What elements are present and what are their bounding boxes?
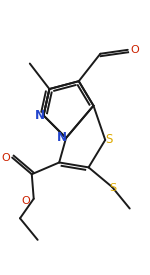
Text: S: S xyxy=(110,183,117,193)
Text: N: N xyxy=(57,131,67,144)
Text: O: O xyxy=(1,153,10,163)
Text: S: S xyxy=(105,133,113,147)
Text: O: O xyxy=(21,196,30,206)
Text: O: O xyxy=(130,45,139,55)
Text: N: N xyxy=(35,109,45,122)
